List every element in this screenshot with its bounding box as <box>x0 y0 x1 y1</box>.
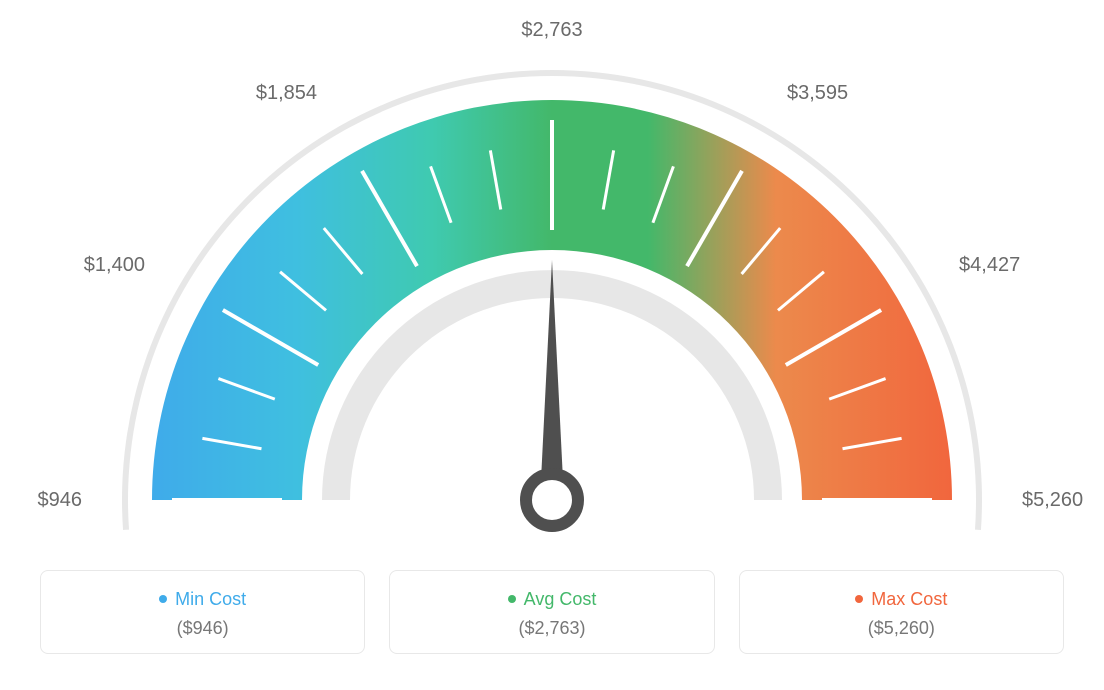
legend-card: Min Cost ($946) <box>40 570 365 654</box>
cost-gauge-chart: $946 $1,400 $1,854 $2,763 $3,595 $4,427 $5,260 <box>20 20 1084 540</box>
gauge-scale-label: $3,595 <box>787 82 848 104</box>
cost-gauge-container: $946 $1,400 $1,854 $2,763 $3,595 $4,427 $5,260… <box>20 20 1084 654</box>
legend-bullet-icon <box>855 595 863 603</box>
legend-card: Max Cost ($5,260) <box>739 570 1064 654</box>
gauge-scale-label: $1,400 <box>84 254 145 276</box>
gauge-scale-label: $1,854 <box>256 82 317 104</box>
legend-bullet-icon <box>159 595 167 603</box>
legend-label: Max Cost <box>871 589 947 610</box>
legend-value: ($5,260) <box>760 618 1043 639</box>
gauge-scale-label: $5,260 <box>1022 489 1083 511</box>
legend-row: Min Cost ($946) Avg Cost ($2,763) Max Cost ($… <box>20 570 1084 654</box>
legend-title: Avg Cost <box>410 589 693 610</box>
legend-title: Min Cost <box>61 589 344 610</box>
legend-label: Avg Cost <box>524 589 597 610</box>
legend-title: Max Cost <box>760 589 1043 610</box>
legend-bullet-icon <box>508 595 516 603</box>
gauge-scale-label: $4,427 <box>959 254 1020 276</box>
gauge-scale-label: $946 <box>38 489 83 511</box>
gauge-scale-label: $2,763 <box>521 20 582 41</box>
legend-value: ($2,763) <box>410 618 693 639</box>
legend-label: Min Cost <box>175 589 246 610</box>
gauge-needle-base <box>526 474 578 526</box>
legend-card: Avg Cost ($2,763) <box>389 570 714 654</box>
legend-value: ($946) <box>61 618 344 639</box>
